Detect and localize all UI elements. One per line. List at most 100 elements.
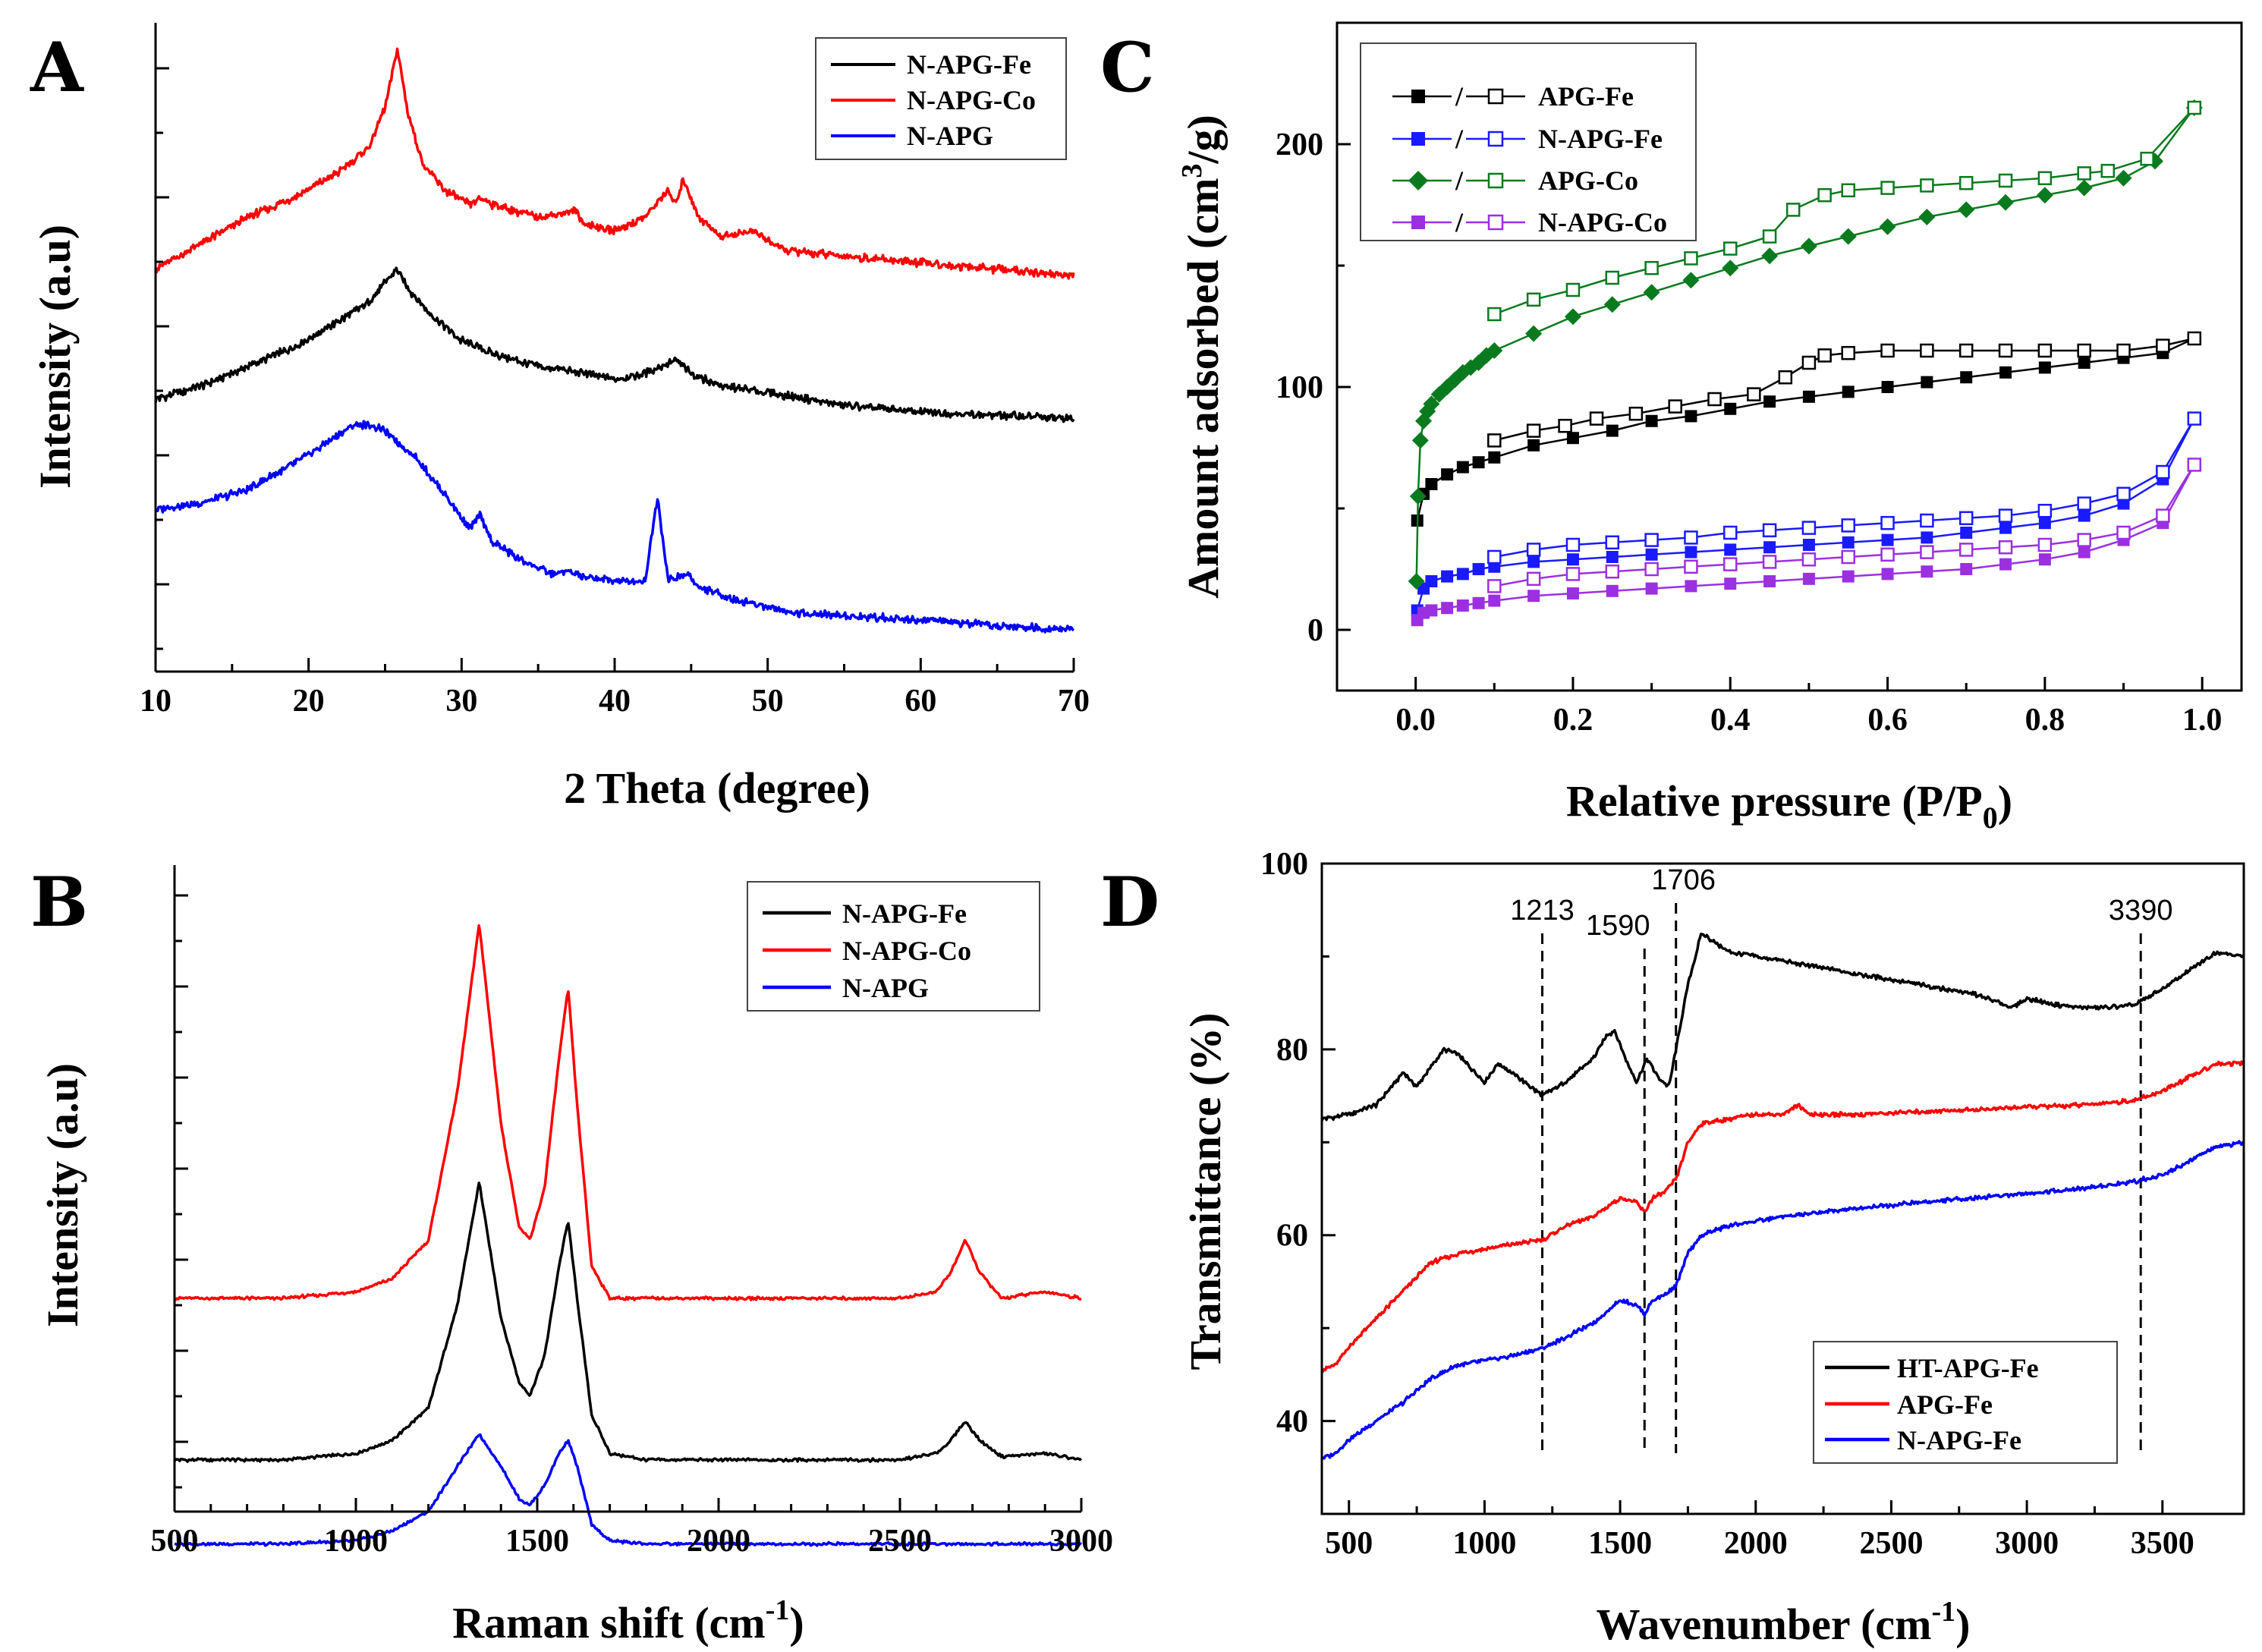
data-point [1723,557,1738,571]
data-point [2036,187,2053,204]
legend-marker [1487,88,1504,105]
data-point [1800,238,1817,255]
data-point [1801,521,1817,535]
panel-d-letter: D [1100,862,1159,942]
data-point [2115,169,2132,187]
data-point [1430,385,1448,403]
y-tick-label: 60 [1276,1219,1308,1254]
data-point [1566,553,1579,566]
data-point [1723,525,1738,540]
panel-b-yticks [175,894,188,1489]
data-point [1763,395,1776,408]
x-tick-label: 70 [1058,684,1090,719]
data-point [2037,537,2053,552]
data-point [1998,508,2013,523]
panel-c-plot-area [1408,99,2203,627]
panel-a-ylabel: Intensity (a.u) [30,225,80,489]
data-point [1527,439,1540,452]
data-point [1425,604,1438,617]
panel-a-xlabel: 2 Theta (degree) [564,763,870,813]
data-point [1644,533,1659,547]
x-tick-label: 1500 [1588,1526,1652,1561]
data-point [1668,399,1682,414]
data-point [2038,553,2051,566]
data-point [2187,331,2202,346]
data-point [1880,515,1895,530]
series-line-n-apg-fe [173,1182,1083,1463]
data-point [1408,573,1425,590]
panel-c-yaxis: 0 100 200 [1276,21,1351,648]
x-tick-label: 3000 [1995,1526,2059,1561]
panel-c: C 0.0 0.2 0.4 0.6 0.8 1.0 0 100 200 Relative pr… [1100,21,2243,835]
legend-separator: / [1455,165,1464,196]
panel-a-letter: A [30,27,84,108]
data-point [1487,579,1502,593]
series-line-n-apg [174,1433,1083,1547]
data-point [2037,343,2053,358]
data-point [1684,251,1698,266]
data-point [1486,342,1503,359]
legend-label: N-APG-Fe [1897,1425,2021,1455]
annotation-label: 1590 [1586,910,1650,942]
legend-label: N-APG-Fe [907,49,1031,80]
x-tick-label: 0.2 [1553,703,1593,738]
x-tick-label: 50 [752,684,784,719]
data-point [1778,370,1793,385]
data-point [1441,468,1454,481]
panel-d-frame [1320,862,2245,1515]
data-point [1603,296,1621,313]
data-point [1841,345,1855,360]
y-tick-label: 100 [1276,370,1323,405]
data-point [1425,575,1438,587]
panel-c-legend: / APG-Fe / N-APG-Fe / APG-Co / N-APG-Co [1360,42,1697,241]
x-tick-label: 2000 [687,1524,750,1559]
data-point [1998,173,2013,188]
x-tick-label: 3000 [1049,1524,1113,1559]
panel-d-ylabel: Transmittance (%) [1181,1013,1230,1370]
legend-marker [1487,214,1504,231]
data-point [1842,570,1855,583]
panel-b-xaxis: 500 1000 1500 2000 2500 3000 [151,1498,1113,1559]
data-point [1684,559,1698,574]
y-tick-label: 100 [1260,847,1308,882]
data-point [1921,531,1933,544]
data-point [1817,187,1832,203]
data-point [1839,228,1857,245]
legend-label: N-APG-Co [1538,207,1667,238]
data-point [1565,282,1581,297]
x-tick-label: 10 [140,684,171,719]
data-point [1763,575,1776,587]
data-point [2077,533,2091,547]
panel-b-ylabel: Intensity (a.u) [38,1063,87,1327]
data-point [1842,385,1855,398]
x-tick-label: 1.0 [2182,703,2223,738]
data-point [1425,478,1438,490]
data-point [1685,546,1697,559]
x-tick-label: 1000 [324,1524,388,1559]
data-point [2078,509,2091,522]
data-point [1628,406,1644,421]
data-point [1527,590,1540,603]
legend-label: N-APG-Co [842,936,971,966]
series-line-apg-fe [1321,1060,2245,1374]
legend-marker [1487,131,1504,147]
data-point [1456,599,1469,612]
data-point [1566,432,1579,445]
data-point [1841,518,1855,533]
series-line-n-apg [155,420,1075,634]
data-point [1958,201,1975,219]
data-point [1441,570,1454,583]
data-point [2077,496,2091,511]
data-point [2077,343,2091,358]
data-point [1880,343,1895,358]
data-point [1918,209,1936,225]
x-tick-label: 500 [151,1524,199,1559]
data-point [1960,563,1973,575]
panel-b: B 500 1000 1500 2000 2500 3000 Raman shift (c… [30,862,1113,1647]
data-point [2156,338,2170,353]
y-tick-label: 0 [1307,613,1323,648]
data-point [1565,567,1581,581]
data-point [1605,270,1620,285]
x-tick-label: 0.6 [1867,703,1908,738]
data-point [1411,432,1429,449]
